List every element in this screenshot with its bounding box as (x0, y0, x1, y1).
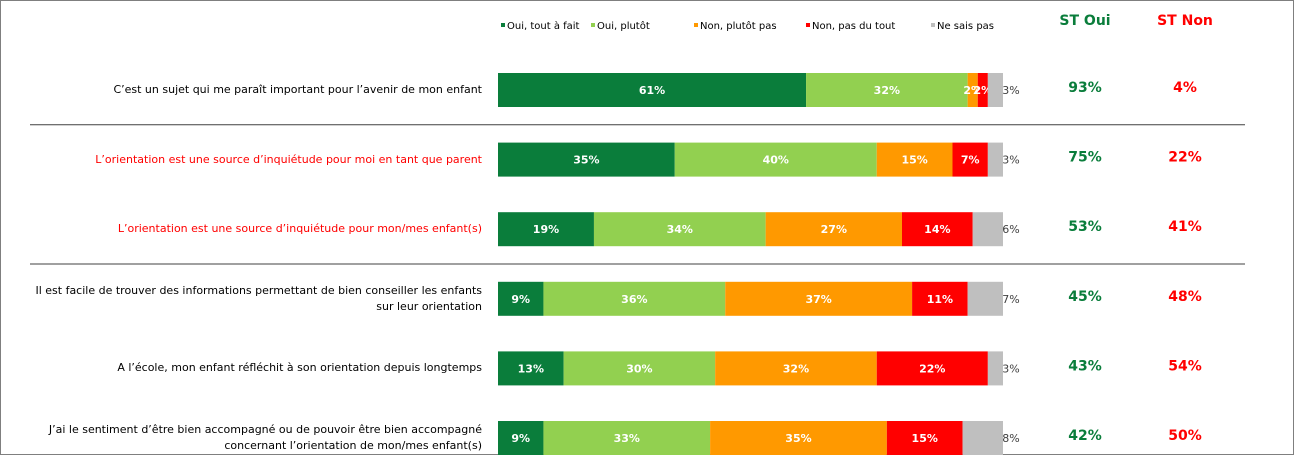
bar-segment (876, 142, 953, 177)
bar-segment (765, 212, 902, 247)
bar-value-label: 30% (626, 362, 652, 375)
bar-segment (977, 73, 988, 107)
bar-segment (987, 73, 1003, 107)
category-label: L’orientation est une source d’inquiétud… (117, 222, 482, 236)
bar-value-label: 2% (963, 84, 982, 97)
bar-segment (674, 142, 877, 177)
total-value: 45% (1068, 289, 1102, 305)
bar-value-label: 36% (621, 293, 647, 306)
total-value: 50% (1168, 428, 1202, 444)
bar-segment (962, 421, 1003, 455)
bar-value-label: 3% (1002, 362, 1019, 375)
bar-segment (498, 142, 675, 177)
bar-value-label: 19% (533, 223, 559, 236)
category-label-box: Il est facile de trouver des information… (35, 283, 482, 313)
total-value: 42% (1068, 428, 1102, 444)
category-label: L’orientation est une source d’inquiétud… (95, 152, 482, 166)
bar-value-label: 61% (639, 84, 665, 97)
bar-value-label: 3% (1002, 84, 1019, 97)
legend-swatch (806, 23, 810, 27)
bar-segment (715, 351, 877, 386)
category-label-box: A l’école, mon enfant réfléchit à son or… (117, 361, 482, 375)
legend-label: Non, plutôt pas (700, 20, 777, 32)
bar-segment (967, 73, 978, 107)
legend-label: Non, pas du tout (812, 21, 895, 32)
bar-segment (987, 351, 1003, 386)
bar-segment (912, 281, 968, 316)
bar-segment (886, 421, 963, 455)
bar-value-label: 15% (901, 154, 927, 167)
bar-value-label: 14% (924, 223, 950, 236)
bar-value-label: 7% (961, 154, 980, 167)
total-value: 43% (1068, 358, 1102, 374)
bar-value-label: 37% (806, 293, 832, 306)
bar-value-label: 32% (783, 362, 809, 375)
bar-value-label: 9% (511, 293, 530, 306)
bar-value-label: 27% (821, 223, 847, 236)
bar-value-label: 6% (1002, 223, 1019, 236)
legend-label: Oui, plutôt (597, 20, 650, 32)
category-label: A l’école, mon enfant réfléchit à son or… (117, 361, 482, 375)
bar-value-label: 22% (919, 362, 945, 375)
bar-value-label: 40% (763, 154, 789, 167)
total-value: 48% (1168, 289, 1202, 305)
total-value: 4% (1173, 80, 1197, 96)
legend-swatch (501, 23, 505, 27)
bar-value-label: 9% (511, 432, 530, 445)
bar-value-label: 35% (785, 432, 811, 445)
total-value: 93% (1068, 80, 1102, 96)
bar-segment (725, 281, 913, 316)
bar-segment (967, 281, 1003, 316)
category-label: C’est un sujet qui me paraît important p… (113, 83, 482, 96)
bar-segment (972, 212, 1003, 247)
total-value: 53% (1068, 219, 1102, 235)
total-value: 54% (1168, 358, 1202, 374)
bar-value-label: 15% (912, 432, 938, 445)
bar-value-label: 11% (927, 293, 953, 306)
bar-segment (806, 73, 968, 107)
bar-value-label: 13% (518, 362, 544, 375)
category-label-box: L’orientation est une source d’inquiétud… (117, 222, 482, 236)
bar-segment (498, 421, 544, 455)
total-value: 75% (1068, 150, 1102, 166)
bar-segment (952, 142, 988, 177)
category-label: Il est facile de trouver des information… (35, 283, 482, 313)
bar-segment (498, 281, 544, 316)
legend-swatch (931, 23, 935, 27)
total-value: 22% (1168, 150, 1202, 166)
bar-value-label: 3% (1002, 154, 1019, 167)
bar-segment (498, 212, 594, 247)
bar-segment (710, 421, 887, 455)
category-label-box: J’ai le sentiment d’être bien accompagné… (48, 423, 482, 452)
legend-swatch (694, 23, 698, 27)
legend-swatch (591, 23, 595, 27)
bar-value-label: 33% (614, 432, 640, 445)
category-label-box: C’est un sujet qui me paraît important p… (113, 83, 482, 96)
bar-value-label: 2% (973, 84, 992, 97)
bar-value-label: 35% (573, 154, 599, 167)
bar-value-label: 32% (874, 84, 900, 97)
bar-segment (543, 281, 726, 316)
legend-label: Ne sais pas (937, 21, 994, 32)
bar-segment (593, 212, 766, 247)
total-header: ST Oui (1059, 13, 1110, 29)
bar-value-label: 8% (1002, 432, 1019, 445)
bar-segment (543, 421, 711, 455)
bar-segment (987, 142, 1003, 177)
bar-segment (498, 351, 564, 386)
bar-segment (498, 73, 807, 107)
category-label: J’ai le sentiment d’être bien accompagné… (48, 423, 482, 452)
bar-segment (902, 212, 973, 247)
bar-segment (563, 351, 716, 386)
total-value: 41% (1168, 219, 1202, 235)
bar-value-label: 7% (1002, 293, 1019, 306)
category-label-box: L’orientation est une source d’inquiétud… (95, 152, 482, 166)
legend-label: Oui, tout à fait (507, 20, 580, 32)
total-header: ST Non (1157, 13, 1213, 29)
bar-segment (876, 351, 988, 386)
bar-value-label: 34% (667, 223, 693, 236)
